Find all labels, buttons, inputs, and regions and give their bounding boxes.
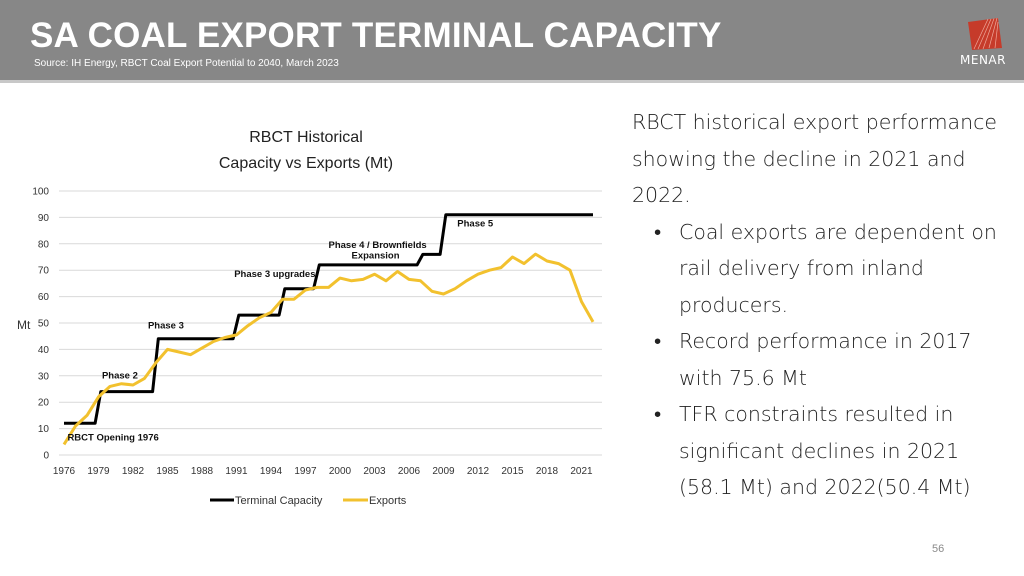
bullet-list: • Coal exports are dependent on rail deli… [632,214,1012,506]
x-tick-label: 2003 [363,466,386,477]
x-tick-label: 2000 [329,466,352,477]
x-tick-label: 1994 [260,466,283,477]
bullet-icon: • [654,329,662,353]
bullet-item: • Record performance in 2017 with 75.6 Mt [632,323,1012,396]
chart-area: RBCT Historical Capacity vs Exports (Mt)… [0,90,620,530]
source-note: Source: IH Energy, RBCT Coal Export Pote… [34,58,339,69]
x-tick-label: 2012 [467,466,490,477]
y-tick-label: 20 [38,398,50,409]
y-tick-label: 0 [43,451,49,462]
menar-logo: MENAR [958,16,1008,76]
bullet-text: TFR constraints resulted in significant … [679,402,971,499]
chart-annotation: Phase 3 [148,320,184,331]
x-tick-label: 1985 [156,466,179,477]
series-line-terminal-capacity [64,213,593,425]
bullet-item: • Coal exports are dependent on rail deli… [632,214,1012,324]
chart-title: RBCT Historical [249,129,363,146]
bullet-text: Record performance in 2017 with 75.6 Mt [679,329,972,390]
y-tick-label: 60 [38,292,50,303]
menar-logo-icon [968,17,1002,50]
x-tick-label: 2009 [432,466,455,477]
x-tick-label: 2021 [570,466,593,477]
intro-text: RBCT historical export performance showi… [632,110,997,207]
y-tick-label: 80 [38,239,50,250]
bullet-icon: • [654,402,662,426]
x-tick-label: 1979 [87,466,110,477]
x-tick-label: 1976 [53,466,76,477]
y-tick-label: 70 [38,266,50,277]
logo-text: MENAR [960,53,1006,67]
x-tick-label: 2018 [536,466,559,477]
page-number: 56 [932,543,945,555]
commentary: RBCT historical export performance showi… [632,104,1012,506]
bullet-item: • TFR constraints resulted in significant… [632,396,1012,506]
x-tick-label: 1997 [294,466,317,477]
y-axis-label: Mt [17,318,31,332]
legend-label-exports: Exports [369,495,407,507]
x-tick-label: 2015 [501,466,524,477]
x-tick-label: 1991 [225,466,248,477]
y-tick-label: 100 [32,187,49,198]
chart-annotation: Phase 2 [102,370,138,381]
y-tick-label: 50 [38,319,50,330]
chart-annotation: Phase 5 [457,219,494,230]
slide-header: SA COAL EXPORT TERMINAL CAPACITY Source:… [0,0,1024,83]
chart-annotation: RBCT Opening 1976 [67,432,158,443]
y-tick-label: 10 [38,424,50,435]
capacity-vs-exports-chart: RBCT Historical Capacity vs Exports (Mt)… [17,129,602,507]
y-tick-label: 90 [38,213,50,224]
chart-annotation: Phase 4 / Brownfields [329,240,427,251]
slide-title: SA COAL EXPORT TERMINAL CAPACITY [30,16,722,55]
y-tick-label: 40 [38,345,50,356]
x-tick-label: 1988 [191,466,214,477]
chart-legend: Terminal Capacity Exports [210,495,407,507]
bullet-text: Coal exports are dependent on rail deliv… [679,219,997,317]
y-tick-label: 30 [38,371,50,382]
x-tick-label: 2006 [398,466,421,477]
chart-annotation: Phase 3 upgrades [234,269,315,280]
bullet-icon: • [654,219,662,244]
chart-annotation: Expansion [352,250,400,261]
chart-subtitle: Capacity vs Exports (Mt) [219,155,393,172]
legend-label-terminal-capacity: Terminal Capacity [235,495,323,507]
x-tick-label: 1982 [122,466,145,477]
series-line-exports [62,252,595,446]
